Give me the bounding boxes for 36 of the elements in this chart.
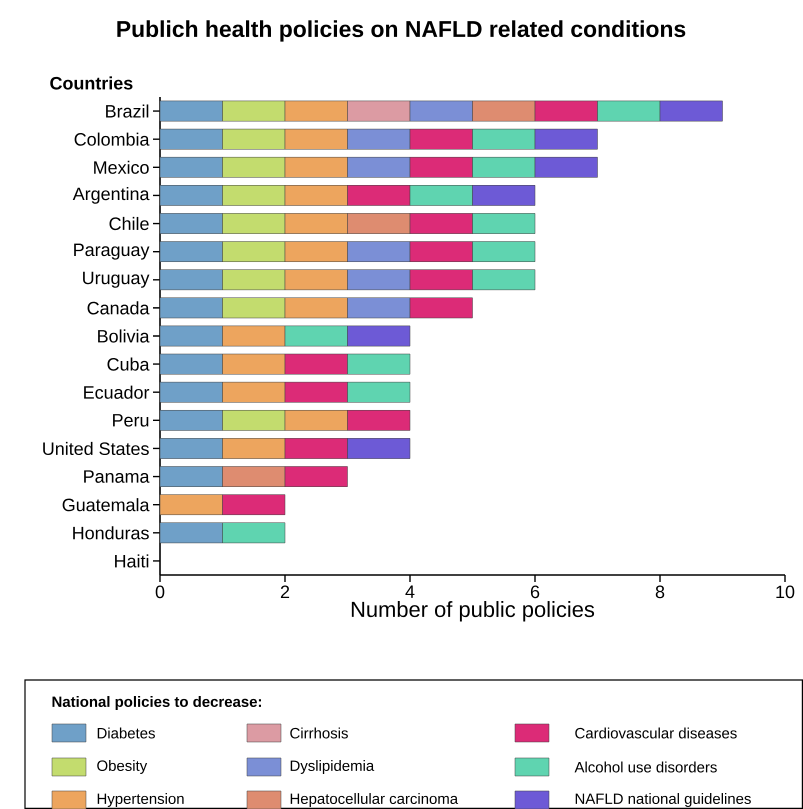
y-tick-label: Brazil xyxy=(106,104,148,118)
y-tick-label: Mexico xyxy=(94,160,149,174)
x-tick-label: 2 xyxy=(280,586,290,598)
y-tick-label: Paraguay xyxy=(74,244,150,260)
legend-label: Hepatocellular carcinoma xyxy=(290,793,458,807)
legend-label: Cirrhosis xyxy=(290,728,348,738)
y-tick-label: Peru xyxy=(113,414,148,427)
legend-label: Hypertension xyxy=(98,793,184,807)
y-tick-label: Honduras xyxy=(73,526,149,540)
y-tick-label: Colombia xyxy=(74,132,150,146)
y-tick-label: Argentina xyxy=(72,187,150,204)
y-tick-label: Ecuador xyxy=(84,386,150,399)
x-tick-label: 8 xyxy=(656,586,664,598)
y-tick-label: Chile xyxy=(110,216,149,230)
x-tick-label: 6 xyxy=(530,586,540,598)
y-tick-label: Bolivia xyxy=(98,329,150,343)
y-tick-label: Uruguay xyxy=(83,272,150,288)
y-tick-label: Canada xyxy=(88,301,150,314)
x-tick-label: 0 xyxy=(156,586,164,598)
x-tick-label: 4 xyxy=(405,586,414,598)
legend-label: Dyslipidemia xyxy=(290,760,374,774)
y-tick-label: Haiti xyxy=(115,554,148,568)
y-tick-label: Cuba xyxy=(108,358,150,371)
y-tick-label: Panama xyxy=(84,470,150,483)
legend-label: NAFLD national guidelines xyxy=(576,793,751,807)
y-tick-label: United States xyxy=(43,442,149,456)
chart-title: Publich health policies on NAFLD related conditions xyxy=(117,20,686,42)
legend-title: National policies to decrease: xyxy=(52,696,262,710)
legend-label: Alcohol use disorders xyxy=(574,762,717,772)
x-tick-label: 10 xyxy=(776,586,794,598)
legend-label: Cardiovascular diseases xyxy=(575,728,737,738)
legend-label: Obesity xyxy=(97,760,148,774)
y-tick-label: Guatemala xyxy=(62,498,150,512)
x-axis-title: Number of public policies xyxy=(352,601,594,622)
legend-label: Diabetes xyxy=(98,728,155,738)
y-axis-title: Countries xyxy=(50,76,132,90)
